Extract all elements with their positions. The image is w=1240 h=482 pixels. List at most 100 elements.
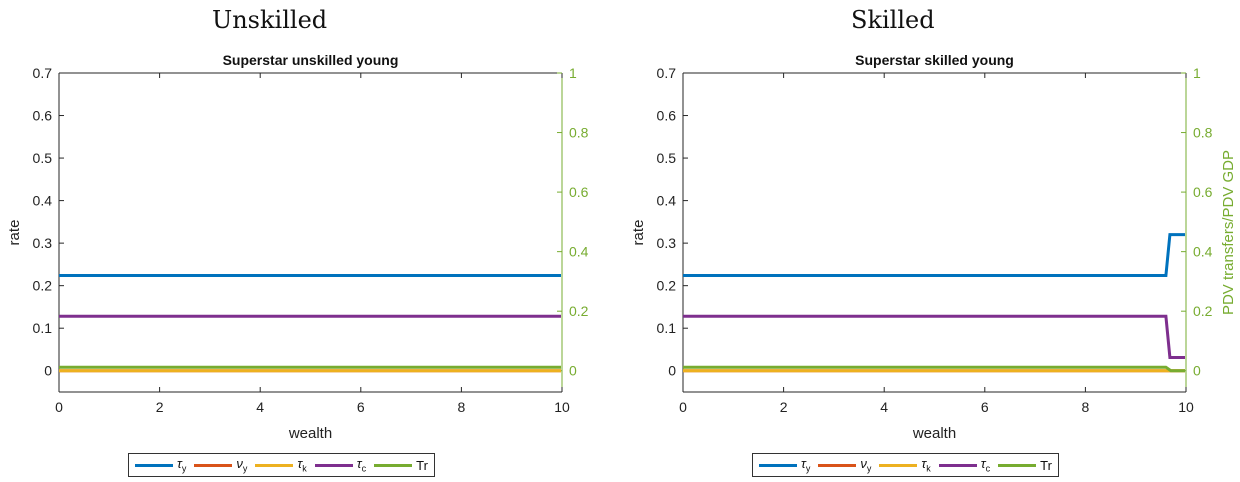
x-tick-label: 10 <box>554 399 570 415</box>
chart-title: Superstar skilled young <box>855 52 1014 68</box>
y-tick-label: 0.4 <box>33 193 53 209</box>
legend-subscript: y <box>242 463 248 474</box>
x-tick-label: 0 <box>55 399 63 415</box>
legend-symbol: τ <box>980 456 986 472</box>
legend-symbol: τ <box>177 456 182 472</box>
legend-item-tau-k: τk <box>255 456 307 474</box>
legend-symbol: Tr <box>416 457 428 473</box>
legend-label: νy <box>860 456 871 474</box>
legend-subscript: y <box>805 463 811 474</box>
y2-tick-label: 0.8 <box>569 125 589 141</box>
legend-item-tau-k: τk <box>879 456 931 474</box>
legend-symbol: Tr <box>1040 457 1052 473</box>
legend-label: τy <box>801 456 810 474</box>
legend-item-nu-y: νy <box>194 456 247 474</box>
y2-tick-label: 0.6 <box>1193 184 1213 200</box>
legend-swatch <box>314 463 353 467</box>
legend-swatch <box>998 463 1037 467</box>
series-line-tau-y <box>683 233 1185 277</box>
legend-swatch <box>374 463 413 467</box>
legend-swatch <box>135 463 173 467</box>
x-tick-label: 4 <box>880 399 888 415</box>
x-tick-label: 8 <box>1082 399 1090 415</box>
legend-item-tau-c: τc <box>314 456 366 474</box>
y-tick-label: 0.6 <box>33 108 53 124</box>
legend-symbol: τ <box>921 456 927 472</box>
legend-item-tau-y: τy <box>759 456 810 474</box>
x-tick-label: 4 <box>256 399 264 415</box>
legend-label: νy <box>236 456 247 474</box>
chart-title: Superstar unskilled young <box>223 52 399 68</box>
y-tick-label: 0.2 <box>657 278 677 294</box>
legend-swatch <box>938 463 977 467</box>
legend-skilled: τy νy τk τc Tr <box>752 453 1059 477</box>
x-tick-label: 6 <box>981 399 989 415</box>
x-tick-label: 2 <box>780 399 788 415</box>
legend-label: Tr <box>416 458 428 473</box>
legend-swatch <box>759 463 797 467</box>
y-tick-label: 0.2 <box>33 278 53 294</box>
y2-tick-label: 1 <box>569 65 577 81</box>
y-tick-label: 0.7 <box>657 65 677 81</box>
y2-tick-label: 0.8 <box>1193 125 1213 141</box>
y2-tick-label: 0.6 <box>569 184 589 200</box>
heading-unskilled: Unskilled <box>212 6 328 34</box>
legend-label: τc <box>357 456 366 474</box>
legend-subscript: k <box>926 463 931 474</box>
y-tick-label: 0 <box>44 363 52 379</box>
y-axis-label: rate <box>6 220 23 246</box>
legend-symbol: τ <box>297 456 303 472</box>
y2-tick-label: 0 <box>569 363 577 379</box>
legend-subscript: y <box>181 463 187 474</box>
legend-subscript: c <box>985 463 991 474</box>
y-axis-label: rate <box>630 220 647 246</box>
legend-label: τy <box>177 456 186 474</box>
y-tick-label: 0.4 <box>657 193 677 209</box>
legend-item-tr: Tr <box>998 458 1052 473</box>
y-tick-label: 0.1 <box>33 320 53 336</box>
legend-subscript: y <box>866 463 872 474</box>
x-tick-label: 2 <box>156 399 164 415</box>
y-tick-label: 0 <box>668 363 676 379</box>
y2-tick-label: 0.4 <box>1193 244 1213 260</box>
y-tick-label: 0.7 <box>33 65 53 81</box>
x-tick-label: 0 <box>679 399 687 415</box>
series-line-tr <box>683 365 1185 373</box>
y2-tick-label: 0.4 <box>569 244 589 260</box>
legend-symbol: τ <box>356 456 362 472</box>
legend-symbol: ν <box>236 456 243 472</box>
y2-tick-label: 0.2 <box>569 303 589 319</box>
y2-tick-label: 1 <box>1193 65 1201 81</box>
legend-item-tau-c: τc <box>938 456 990 474</box>
legend-label: τk <box>921 456 930 474</box>
legend-symbol: τ <box>801 456 806 472</box>
x-axis-label: wealth <box>912 425 956 442</box>
legend-symbol: ν <box>860 456 867 472</box>
y-tick-label: 0.5 <box>33 150 53 166</box>
legend-unskilled: τy νy τk τc Tr <box>128 453 435 477</box>
legend-subscript: c <box>361 463 367 474</box>
legend-item-nu-y: νy <box>818 456 871 474</box>
x-axis-label: wealth <box>288 425 332 442</box>
y-tick-label: 0.3 <box>657 235 677 251</box>
legend-label: τc <box>981 456 990 474</box>
legend-swatch <box>879 463 918 467</box>
legend-label: τk <box>297 456 306 474</box>
y-tick-label: 0.5 <box>657 150 677 166</box>
legend-swatch <box>818 463 857 467</box>
x-tick-label: 10 <box>1178 399 1194 415</box>
legend-label: Tr <box>1040 458 1052 473</box>
legend-item-tr: Tr <box>374 458 428 473</box>
heading-skilled: Skilled <box>851 6 935 34</box>
legend-subscript: k <box>302 463 307 474</box>
y-tick-label: 0.3 <box>33 235 53 251</box>
x-tick-label: 6 <box>357 399 365 415</box>
y2-tick-label: 0.2 <box>1193 303 1213 319</box>
legend-swatch <box>255 463 294 467</box>
legend-swatch <box>194 463 233 467</box>
y-tick-label: 0.6 <box>657 108 677 124</box>
y2-tick-label: 0 <box>1193 363 1201 379</box>
x-tick-label: 8 <box>458 399 466 415</box>
y-tick-label: 0.1 <box>657 320 677 336</box>
